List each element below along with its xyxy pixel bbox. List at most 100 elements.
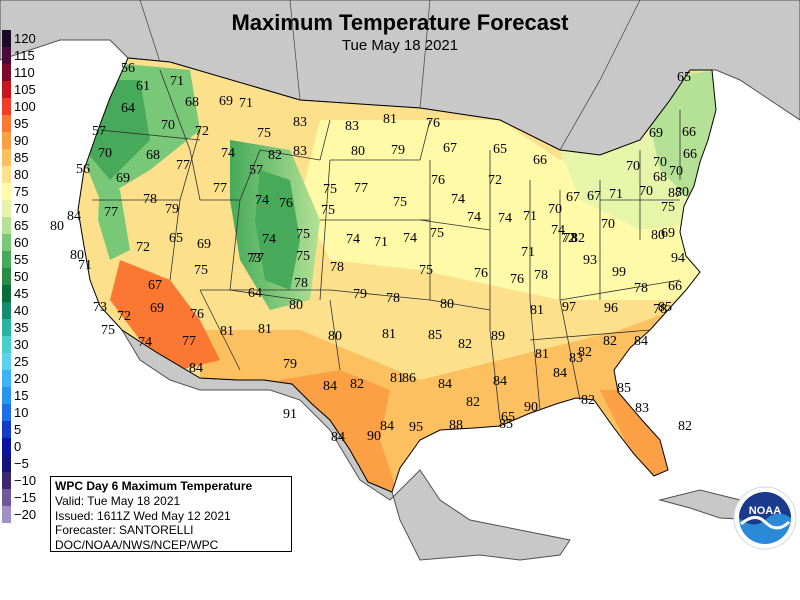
legend-swatch: [2, 404, 11, 421]
legend-label: 115: [14, 48, 35, 63]
legend-label: 60: [14, 235, 29, 250]
temperature-label: 65: [493, 142, 507, 157]
temperature-label: 82: [678, 419, 692, 434]
temperature-label: 74: [551, 223, 565, 238]
legend-row: −15: [2, 489, 46, 506]
temperature-label: 80: [50, 219, 64, 234]
temperature-label: 65: [677, 70, 691, 85]
temperature-label: 74: [451, 192, 465, 207]
legend-label: 75: [14, 184, 29, 199]
temperature-label: 69: [197, 237, 211, 252]
temperature-label: 78: [294, 276, 308, 291]
temperature-label: 57: [249, 163, 263, 178]
temperature-label: 75: [419, 263, 433, 278]
temperature-label: 85: [499, 417, 513, 432]
temperature-label: 85: [428, 328, 442, 343]
temperature-label: 80: [440, 297, 454, 312]
temperature-label: 82: [578, 345, 592, 360]
temperature-label: 70: [161, 118, 175, 133]
legend-label: 25: [14, 354, 29, 369]
legend-swatch: [2, 506, 11, 523]
temperature-label: 84: [553, 366, 567, 381]
temperature-label: 56: [121, 61, 135, 76]
legend-label: 70: [14, 201, 29, 216]
temperature-label: 79: [391, 143, 405, 158]
temperature-label: 80: [70, 248, 84, 263]
temperature-label: 65: [501, 410, 515, 425]
temperature-label: 69: [219, 94, 233, 109]
temperature-label: 88: [449, 418, 463, 433]
legend-swatch: [2, 489, 11, 506]
legend-row: 100: [2, 98, 46, 115]
zone-hot-fl: [600, 390, 670, 480]
legend-swatch: [2, 472, 11, 489]
legend-row: 20: [2, 370, 46, 387]
legend-label: 85: [14, 150, 29, 165]
temperature-label: 75: [430, 226, 444, 241]
legend-label: 65: [14, 218, 29, 233]
temperature-label: 78: [653, 302, 667, 317]
temperature-label: 82: [571, 231, 585, 246]
temperature-label: 75: [257, 126, 271, 141]
legend-label: 45: [14, 286, 29, 301]
temperature-label: 78: [143, 192, 157, 207]
temperature-label: 73: [563, 231, 577, 246]
temperature-label: 70: [601, 217, 615, 232]
temperature-label: 85: [658, 300, 672, 315]
temperature-label: 75: [296, 249, 310, 264]
legend-row: −5: [2, 455, 46, 472]
legend-row: 80: [2, 166, 46, 183]
legend-label: 30: [14, 337, 29, 352]
temperature-label: 65: [169, 231, 183, 246]
temperature-label: 84: [67, 209, 81, 224]
temperature-label: 78: [634, 281, 648, 296]
temperature-label: 74: [221, 146, 235, 161]
temperature-label: 96: [604, 301, 618, 316]
map-subtitle: Tue May 18 2021: [341, 37, 459, 54]
map-title: Maximum Temperature Forecast: [231, 10, 569, 35]
legend-swatch: [2, 319, 11, 336]
legend-label: 110: [14, 65, 35, 80]
temperature-label: 64: [121, 101, 135, 116]
temperature-label: 75: [296, 227, 310, 242]
legend-swatch: [2, 268, 11, 285]
temperature-label: 81: [390, 371, 404, 386]
legend-swatch: [2, 47, 11, 64]
legend-row: 50: [2, 268, 46, 285]
temperature-label: 70: [626, 159, 640, 174]
temperature-label: 77: [213, 181, 227, 196]
temperature-label: 71: [609, 187, 623, 202]
legend-swatch: [2, 30, 11, 47]
temperature-label: 97: [562, 300, 576, 315]
temperature-label: 75: [323, 182, 337, 197]
legend-row: 55: [2, 251, 46, 268]
temperature-label: 74: [498, 211, 512, 226]
temperature-label: 83: [345, 119, 359, 134]
temperature-label: 74: [467, 210, 481, 225]
temperature-label: 82: [581, 393, 595, 408]
temperature-label: 80: [675, 185, 689, 200]
legend-row: 15: [2, 387, 46, 404]
legend-label: 105: [14, 82, 36, 97]
legend-row: 120: [2, 30, 46, 47]
legend-row: −20: [2, 506, 46, 523]
temperature-label: 68: [146, 148, 160, 163]
temperature-label: 66: [668, 279, 682, 294]
temperature-label: 75: [321, 203, 335, 218]
temperature-label: 69: [116, 171, 130, 186]
temperature-label: 80: [351, 144, 365, 159]
temperature-label: 77: [250, 251, 264, 266]
temperature-label: 84: [323, 379, 337, 394]
temperature-label: 74: [346, 232, 360, 247]
temperature-label: 75: [393, 195, 407, 210]
legend-row: 75: [2, 183, 46, 200]
legend-swatch: [2, 149, 11, 166]
state-boundaries: [92, 69, 681, 421]
legend-swatch: [2, 251, 11, 268]
temperature-label: 77: [104, 205, 118, 220]
temperature-label: 56: [76, 162, 90, 177]
temperature-label: 84: [634, 334, 648, 349]
temperature-legend: 120 115 110 105 100 95 90 85 80 75 70 65 60 55 50 45 40 3…: [2, 30, 46, 542]
